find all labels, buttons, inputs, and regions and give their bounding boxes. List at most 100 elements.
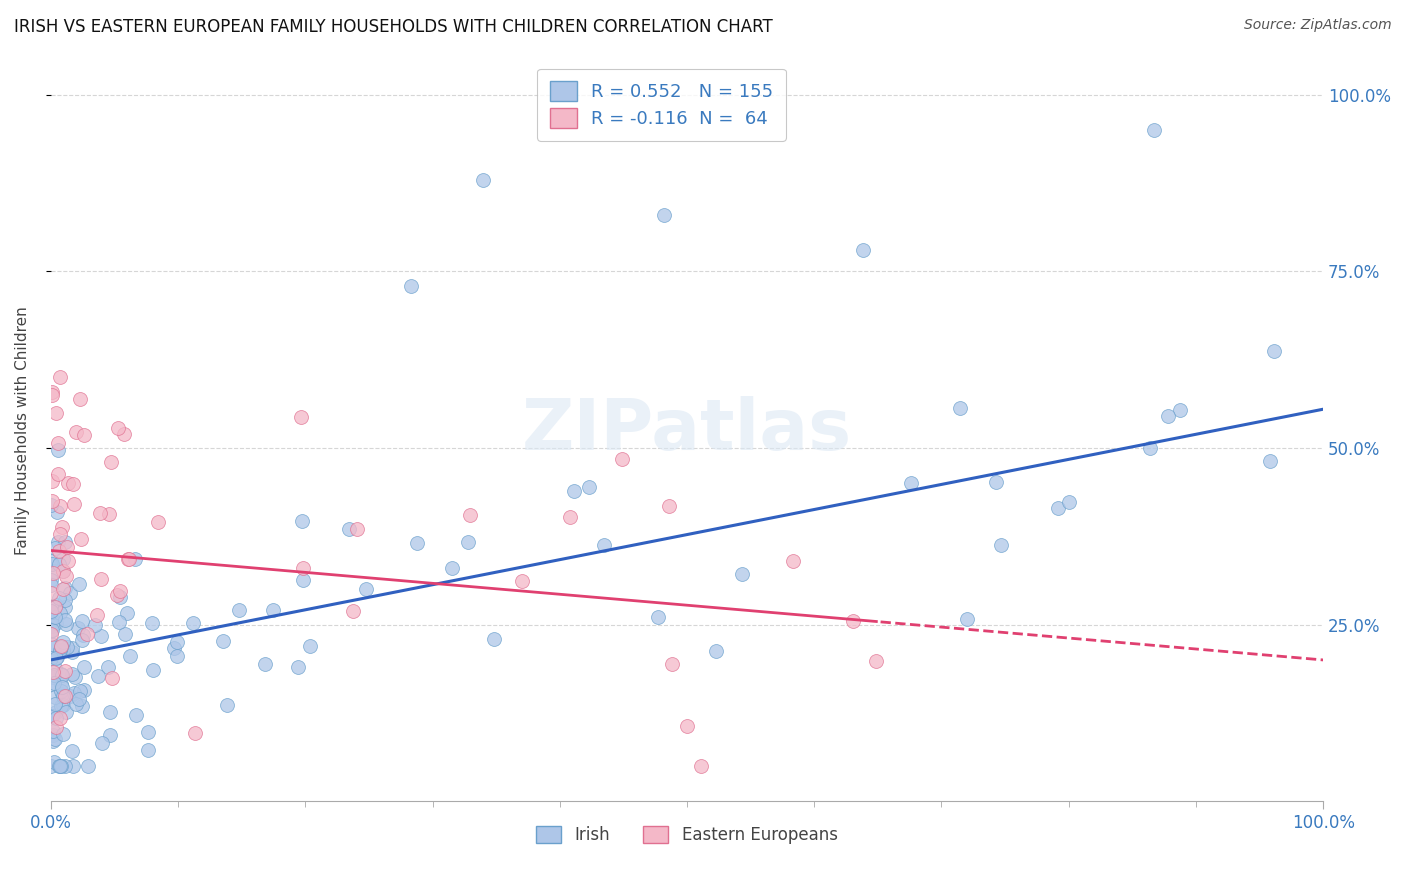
Point [53, 535, 76, 549]
Point [661, 657, 683, 672]
Point [842, 615, 865, 629]
Point [112, 426, 135, 441]
Point [76, 759, 98, 773]
Point [46, 467, 69, 482]
Point [69, 392, 91, 406]
Point [41, 494, 63, 508]
Point [98, 508, 121, 522]
Point [53, 600, 76, 615]
Point [42, 676, 65, 690]
Point [39, 627, 62, 641]
Point [118, 648, 141, 663]
Point [562, 483, 585, 498]
Legend: R = 0.552   N = 155, R = -0.116  N =  64: R = 0.552 N = 155, R = -0.116 N = 64 [537, 69, 786, 141]
Point [41, 670, 63, 684]
Point [45, 650, 67, 665]
Point [291, 573, 314, 587]
Point [346, 522, 368, 536]
Point [55, 690, 77, 704]
Text: ZIPatlas: ZIPatlas [522, 396, 852, 465]
Point [52, 689, 75, 703]
Point [482, 632, 505, 647]
Point [560, 510, 582, 524]
Point [72, 628, 94, 642]
Point [163, 641, 186, 656]
Point [101, 672, 124, 686]
Point [48, 759, 70, 773]
Y-axis label: Family Households with Children: Family Households with Children [15, 306, 30, 555]
Point [51, 680, 73, 694]
Point [1168, 403, 1191, 417]
Point [67, 692, 90, 706]
Point [1156, 409, 1178, 423]
Point [217, 698, 239, 712]
Point [471, 172, 494, 186]
Point [45, 598, 67, 612]
Point [51, 520, 73, 534]
Point [39, 599, 62, 613]
Point [86, 607, 108, 622]
Point [287, 660, 309, 674]
Point [291, 561, 314, 575]
Point [48, 643, 70, 657]
Point [59, 586, 82, 600]
Point [41, 709, 63, 723]
Point [52, 564, 75, 578]
Point [49, 711, 72, 725]
Point [108, 615, 131, 630]
Point [42, 734, 65, 748]
Point [865, 654, 887, 668]
Point [115, 606, 138, 620]
Point [52, 698, 75, 712]
Point [356, 582, 378, 596]
Point [41, 640, 63, 654]
Point [44, 690, 66, 705]
Point [39, 578, 62, 592]
Point [146, 516, 169, 530]
Point [41, 388, 63, 402]
Point [166, 648, 188, 663]
Point [51, 684, 73, 698]
Point [41, 605, 63, 619]
Point [41, 384, 63, 399]
Point [405, 536, 427, 550]
Point [948, 401, 970, 415]
Point [108, 583, 131, 598]
Point [39, 651, 62, 665]
Point [56, 640, 79, 654]
Point [117, 551, 139, 566]
Point [58, 554, 80, 568]
Point [67, 622, 90, 636]
Point [107, 421, 129, 435]
Point [181, 615, 204, 630]
Point [51, 688, 73, 702]
Point [52, 582, 75, 596]
Point [51, 668, 73, 682]
Text: Source: ZipAtlas.com: Source: ZipAtlas.com [1244, 18, 1392, 32]
Point [39, 586, 62, 600]
Point [441, 561, 464, 575]
Point [58, 689, 80, 703]
Point [97, 659, 120, 673]
Point [900, 475, 922, 490]
Point [45, 720, 67, 734]
Point [70, 532, 93, 546]
Point [60, 744, 83, 758]
Point [142, 664, 165, 678]
Point [70, 632, 93, 647]
Point [956, 612, 979, 626]
Point [55, 616, 77, 631]
Point [65, 698, 87, 712]
Point [105, 588, 128, 602]
Point [44, 705, 66, 719]
Point [44, 698, 66, 712]
Point [262, 603, 284, 617]
Point [44, 564, 66, 578]
Point [63, 686, 86, 700]
Point [39, 604, 62, 618]
Point [108, 591, 131, 605]
Point [72, 428, 94, 442]
Point [290, 409, 312, 424]
Point [51, 699, 73, 714]
Point [610, 452, 633, 467]
